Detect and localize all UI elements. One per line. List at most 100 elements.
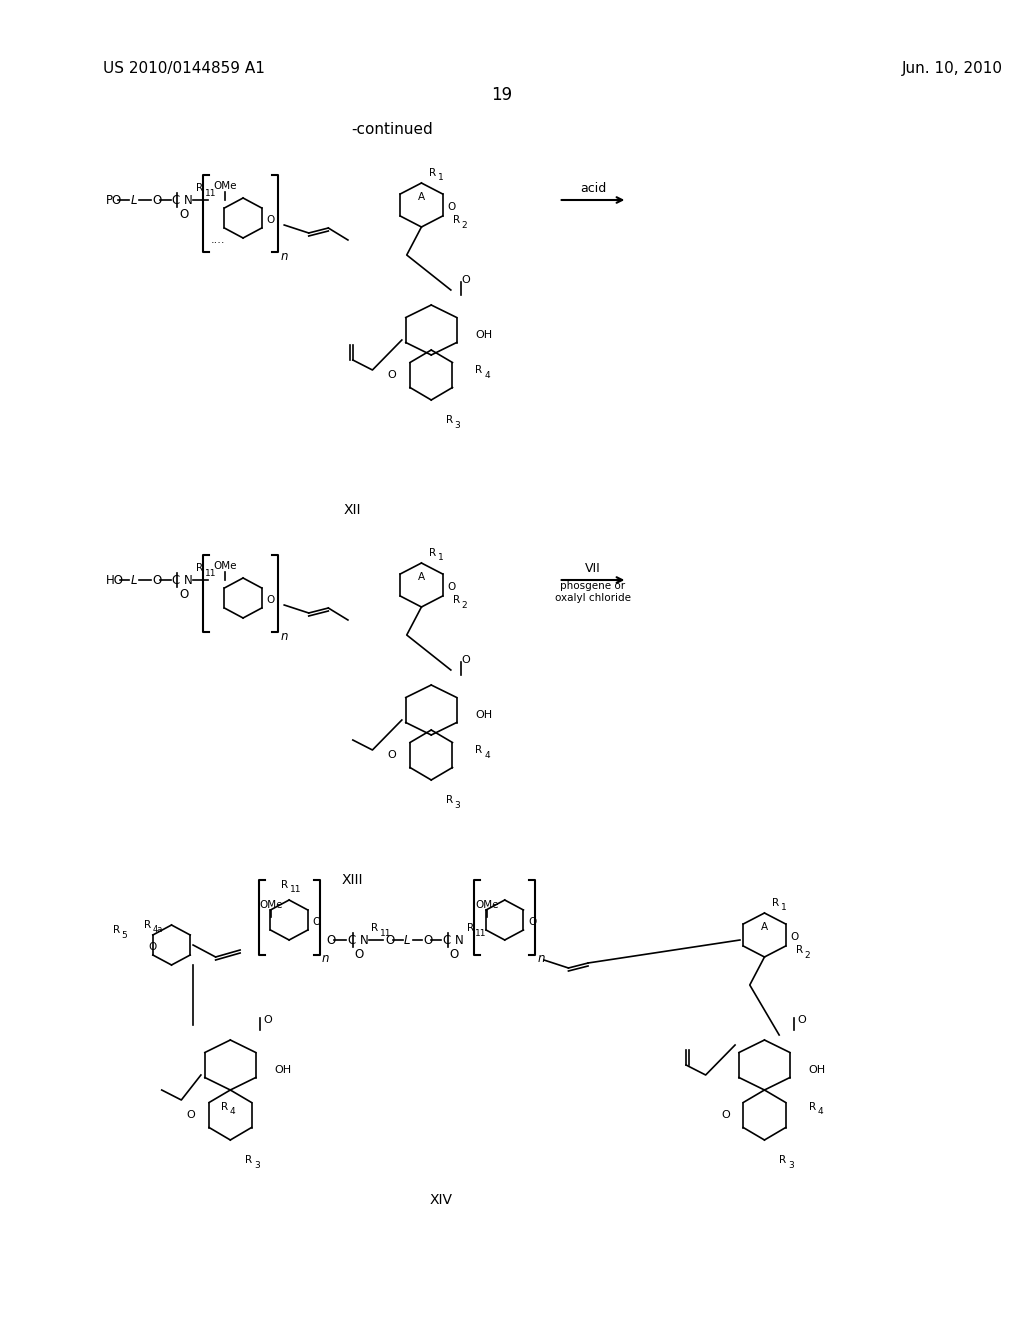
Text: O: O	[354, 948, 365, 961]
Text: R: R	[445, 414, 453, 425]
Text: 4a: 4a	[153, 925, 163, 935]
Text: O: O	[798, 1015, 806, 1026]
Text: R: R	[809, 1102, 816, 1111]
Text: R: R	[475, 366, 482, 375]
Text: C: C	[442, 933, 451, 946]
Text: OMe: OMe	[214, 181, 238, 191]
Text: O: O	[263, 1015, 272, 1026]
Text: 4: 4	[229, 1107, 234, 1117]
Text: XIV: XIV	[429, 1193, 453, 1206]
Text: 11: 11	[205, 569, 216, 578]
Text: OH: OH	[274, 1065, 292, 1074]
Text: L: L	[403, 933, 411, 946]
Text: L: L	[130, 573, 137, 586]
Text: 5: 5	[122, 931, 127, 940]
Text: 4: 4	[484, 751, 489, 759]
Text: n: n	[281, 249, 288, 263]
Text: R: R	[475, 744, 482, 755]
Text: 4: 4	[484, 371, 489, 380]
Text: A: A	[761, 921, 768, 932]
Text: N: N	[184, 573, 193, 586]
Text: Jun. 10, 2010: Jun. 10, 2010	[902, 61, 1002, 75]
Text: N: N	[455, 933, 464, 946]
Text: R: R	[196, 564, 203, 573]
Text: 1: 1	[781, 903, 786, 912]
Text: R: R	[372, 923, 379, 933]
Text: C: C	[171, 194, 180, 206]
Text: acid: acid	[580, 181, 606, 194]
Text: A: A	[418, 191, 425, 202]
Text: XII: XII	[344, 503, 361, 517]
Text: 1: 1	[438, 173, 443, 182]
Text: 2: 2	[462, 601, 467, 610]
Text: O: O	[152, 194, 161, 206]
Text: 1: 1	[438, 553, 443, 562]
Text: O: O	[266, 215, 274, 224]
Text: O: O	[446, 582, 455, 591]
Text: oxalyl chloride: oxalyl chloride	[555, 593, 631, 603]
Text: OMe: OMe	[214, 561, 238, 572]
Text: R: R	[282, 880, 289, 890]
Text: OH: OH	[475, 330, 493, 341]
Text: R: R	[772, 898, 779, 908]
Text: O: O	[266, 595, 274, 605]
Text: R: R	[245, 1155, 252, 1166]
Text: R: R	[429, 548, 436, 558]
Text: O: O	[423, 933, 433, 946]
Text: R: R	[453, 215, 460, 224]
Text: 2: 2	[462, 220, 467, 230]
Text: R: R	[445, 795, 453, 805]
Text: O: O	[312, 917, 321, 927]
Text: -continued: -continued	[351, 123, 433, 137]
Text: O: O	[179, 207, 188, 220]
Text: US 2010/0144859 A1: US 2010/0144859 A1	[102, 61, 265, 75]
Text: O: O	[461, 275, 470, 285]
Text: OH: OH	[475, 710, 493, 719]
Text: R: R	[429, 168, 436, 178]
Text: O: O	[790, 932, 798, 942]
Text: phosgene or: phosgene or	[560, 581, 626, 591]
Text: O: O	[385, 933, 394, 946]
Text: 11: 11	[205, 189, 216, 198]
Text: N: N	[359, 933, 369, 946]
Text: 3: 3	[788, 1160, 794, 1170]
Text: O: O	[721, 1110, 730, 1119]
Text: 3: 3	[254, 1160, 260, 1170]
Text: R: R	[453, 595, 460, 605]
Text: C: C	[347, 933, 355, 946]
Text: O: O	[450, 948, 459, 961]
Text: 3: 3	[455, 421, 461, 429]
Text: O: O	[148, 942, 157, 952]
Text: O: O	[327, 933, 336, 946]
Text: 11: 11	[290, 886, 302, 895]
Text: O: O	[388, 370, 396, 380]
Text: O: O	[461, 655, 470, 665]
Text: OH: OH	[809, 1065, 825, 1074]
Text: n: n	[322, 952, 329, 965]
Text: R: R	[779, 1155, 786, 1166]
Text: PO: PO	[105, 194, 122, 206]
Text: 11: 11	[380, 928, 392, 937]
Text: L: L	[130, 194, 137, 206]
Text: C: C	[171, 573, 180, 586]
Text: O: O	[186, 1110, 196, 1119]
Text: 3: 3	[455, 800, 461, 809]
Text: n: n	[537, 952, 545, 965]
Text: R: R	[796, 945, 803, 954]
Text: R: R	[220, 1102, 227, 1111]
Text: N: N	[184, 194, 193, 206]
Text: R: R	[113, 925, 120, 935]
Text: 2: 2	[805, 950, 810, 960]
Text: VII: VII	[585, 561, 601, 574]
Text: R: R	[144, 920, 152, 931]
Text: XIII: XIII	[342, 873, 364, 887]
Text: 4: 4	[817, 1107, 823, 1117]
Text: O: O	[152, 573, 161, 586]
Text: O: O	[179, 587, 188, 601]
Text: OMe: OMe	[475, 900, 499, 909]
Text: R: R	[196, 183, 203, 193]
Text: HO: HO	[105, 573, 124, 586]
Text: 11: 11	[475, 928, 486, 937]
Text: O: O	[388, 750, 396, 760]
Text: n: n	[281, 630, 288, 643]
